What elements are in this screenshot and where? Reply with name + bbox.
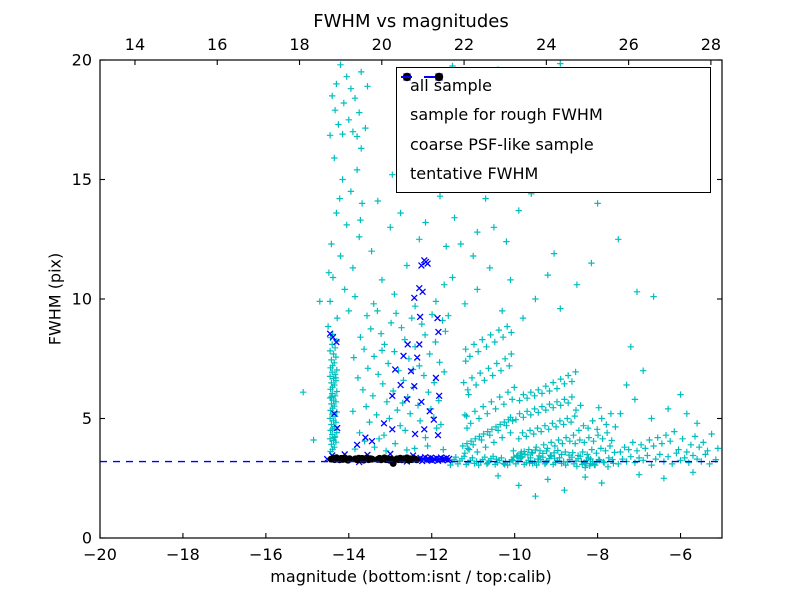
legend-box: all sample sample for rough FWHM coarse … [396, 67, 711, 193]
x-tick-label-top: 28 [701, 35, 721, 54]
x-tick-label-bottom: −8 [586, 545, 610, 564]
tick-labels: −20 −18 −16 −14 −12 −10 −8 −6 14 16 18 20 22 24 26 28 0 5… [72, 35, 721, 564]
y-axis-label: FWHM (pix) [45, 252, 65, 346]
x-tick-label-top: 18 [289, 35, 309, 54]
y-tick-label: 20 [72, 51, 92, 70]
legend-item-psf-sample: coarse PSF-like sample [402, 72, 710, 159]
all-sample-points [300, 60, 722, 500]
x-tick-label-bottom: −10 [498, 545, 532, 564]
x-tick-label-bottom: −20 [83, 545, 117, 564]
y-tick-label: 10 [72, 290, 92, 309]
x-tick-label-top: 22 [454, 35, 474, 54]
y-tick-label: 5 [82, 409, 92, 428]
x-tick-label-bottom: −16 [249, 545, 283, 564]
x-axis-label: magnitude (bottom:isnt / top:calib) [270, 567, 552, 586]
legend-item-all-sample: all sample [403, 72, 710, 100]
legend-label: sample for rough FWHM [410, 105, 603, 125]
x-tick-label-top: 14 [125, 35, 145, 54]
axis-ticks [99, 59, 722, 539]
x-tick-label-top: 24 [536, 35, 556, 54]
x-tick-label-top: 16 [207, 35, 227, 54]
legend-label: tentative FWHM [410, 164, 539, 184]
legend-label: coarse PSF-like sample [410, 134, 594, 154]
chart-title: FWHM vs magnitudes [313, 11, 509, 32]
psf-sample-points [327, 454, 421, 467]
legend-item-rough-fwhm: sample for rough FWHM [402, 72, 710, 129]
y-tick-label: 15 [72, 170, 92, 189]
x-tick-label-bottom: −12 [415, 545, 449, 564]
plot-points [100, 60, 722, 500]
y-tick-label: 0 [82, 529, 92, 548]
legend-label: all sample [410, 75, 492, 95]
x-tick-label-top: 20 [372, 35, 392, 54]
x-tick-label-bottom: −18 [166, 545, 200, 564]
x-tick-label-bottom: −14 [332, 545, 366, 564]
dashed-line-icon [401, 76, 435, 78]
x-tick-label-top: 26 [618, 35, 638, 54]
legend-item-tentative-fwhm: tentative FWHM [401, 76, 710, 188]
x-tick-label-bottom: −6 [669, 545, 693, 564]
